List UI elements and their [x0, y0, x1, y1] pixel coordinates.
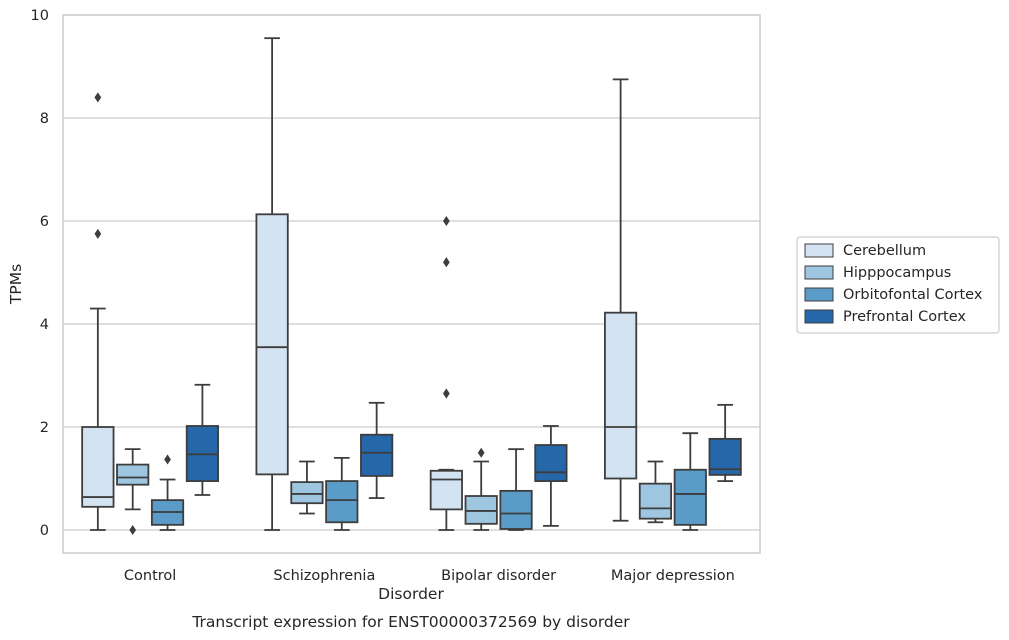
- x-axis-label: Disorder: [378, 585, 444, 603]
- legend-item-prefrontal-cortex: Prefrontal Cortex: [804, 309, 966, 325]
- box-hipppocampus-schizophrenia: [290, 460, 324, 515]
- outlier-point-1: [442, 257, 450, 268]
- box-cerebellum-major-depression: [604, 78, 638, 522]
- chart-caption: Transcript expression for ENST0000037256…: [191, 613, 630, 631]
- outlier-point-1: [94, 92, 102, 103]
- box-hipppocampus-bipolar-disorder: [464, 447, 498, 531]
- legend-swatch: [804, 243, 834, 258]
- plot-frame: [62, 14, 761, 554]
- legend-swatch: [804, 287, 834, 302]
- legend-label: Cerebellum: [843, 243, 926, 259]
- iqr-box: [499, 489, 533, 530]
- y-tick-label-4: 4: [40, 317, 49, 333]
- legend-label: Orbitofontal Cortex: [843, 287, 983, 303]
- legend-item-hipppocampus: Hipppocampus: [804, 265, 951, 281]
- iqr-box: [360, 433, 394, 477]
- x-tick-label-schizophrenia: Schizophrenia: [273, 568, 375, 584]
- legend-label: Prefrontal Cortex: [843, 309, 966, 325]
- box-orbitofontal-cortex-bipolar-disorder: [499, 448, 533, 531]
- box-prefrontal-cortex-control: [185, 383, 219, 496]
- legend-item-cerebellum: Cerebellum: [804, 243, 926, 259]
- outlier-point-0: [477, 447, 485, 458]
- iqr-box: [464, 495, 498, 525]
- y-axis-label: TPMs: [7, 264, 25, 305]
- x-tick-labels: Control Schizophrenia Bipolar disorder Majo…: [124, 568, 735, 584]
- y-tick-label-10: 10: [31, 8, 49, 24]
- x-tick-label-major-depression: Major depression: [611, 568, 735, 584]
- box-prefrontal-cortex-major-depression: [708, 403, 742, 482]
- iqr-box: [604, 311, 638, 480]
- y-tick-label-6: 6: [40, 214, 49, 230]
- iqr-box: [638, 482, 673, 520]
- iqr-box: [534, 444, 568, 482]
- x-tick-label-control: Control: [124, 568, 176, 584]
- legend-swatch: [804, 309, 834, 324]
- iqr-box: [116, 463, 150, 486]
- y-tick-labels: 0 2 4 6 8 10: [31, 8, 49, 539]
- box-hipppocampus-control: [116, 448, 150, 536]
- iqr-box: [81, 426, 115, 508]
- box-cerebellum-bipolar-disorder: [429, 215, 463, 531]
- y-tick-label-0: 0: [40, 523, 49, 539]
- plot-background: [63, 15, 760, 553]
- iqr-box: [255, 213, 289, 476]
- outlier-point-0: [442, 388, 450, 399]
- legend: Cerebellum Hipppocampus Orbitofontal Corte…: [796, 236, 1000, 334]
- box-cerebellum-control: [81, 92, 115, 531]
- box-cerebellum-schizophrenia: [255, 37, 289, 531]
- box-prefrontal-cortex-bipolar-disorder: [534, 425, 568, 527]
- box-orbitofontal-cortex-schizophrenia: [325, 456, 359, 531]
- box-orbitofontal-cortex-major-depression: [673, 432, 707, 531]
- y-tick-label-8: 8: [40, 111, 49, 127]
- x-tick-label-bipolar-disorder: Bipolar disorder: [441, 568, 556, 584]
- outlier-point-0: [129, 524, 137, 536]
- iqr-box: [325, 480, 359, 524]
- box-groups: [81, 37, 742, 536]
- box-hipppocampus-major-depression: [638, 460, 673, 524]
- outlier-point-0: [164, 454, 171, 465]
- outlier-point-2: [442, 215, 450, 227]
- y-tick-label-2: 2: [40, 420, 49, 436]
- outlier-point-0: [94, 228, 102, 239]
- legend-label: Hipppocampus: [843, 265, 951, 281]
- iqr-box: [290, 481, 324, 505]
- legend-frame: [796, 236, 1000, 334]
- box-orbitofontal-cortex-control: [150, 454, 185, 531]
- legend-swatch: [804, 265, 834, 280]
- legend-item-orbitofontal-cortex: Orbitofontal Cortex: [804, 287, 983, 303]
- iqr-box: [429, 469, 463, 511]
- iqr-box: [673, 468, 707, 526]
- box-prefrontal-cortex-schizophrenia: [360, 401, 394, 499]
